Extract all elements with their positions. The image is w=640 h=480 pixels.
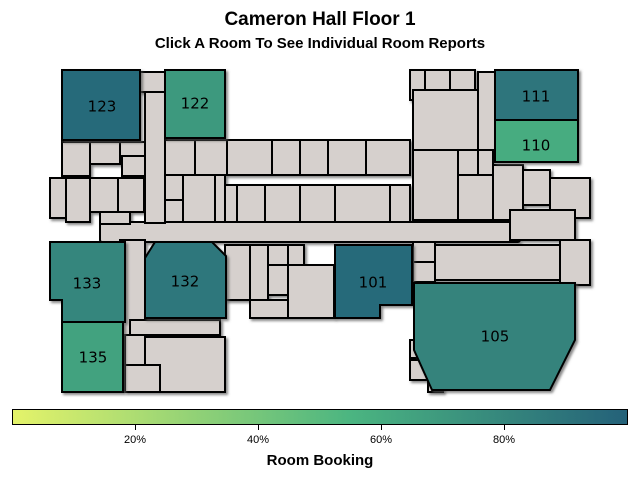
tick-mark-80	[504, 425, 505, 430]
room-122[interactable]	[164, 69, 226, 139]
room-123[interactable]	[61, 69, 141, 141]
floor-plan: 123 122 111 110 133 132 101 105 135	[49, 69, 591, 393]
tick-label-20: 20%	[123, 434, 147, 446]
tick-label-80: 80%	[492, 434, 516, 446]
room-135[interactable]	[61, 321, 124, 393]
room-101[interactable]	[334, 244, 413, 319]
tick-label-60: 60%	[369, 434, 393, 446]
room-label-101: 101	[359, 274, 388, 292]
room-label-135: 135	[79, 349, 108, 367]
tick-mark-60	[381, 425, 382, 430]
room-label-111: 111	[522, 88, 551, 106]
room-label-105: 105	[481, 328, 510, 346]
bookable-rooms	[49, 69, 579, 393]
room-105[interactable]	[413, 282, 576, 391]
tick-mark-20	[135, 425, 136, 430]
map-title: Cameron Hall Floor 1	[224, 9, 416, 30]
room-110[interactable]	[494, 119, 579, 163]
room-label-132: 132	[171, 273, 200, 291]
room-label-133: 133	[73, 275, 102, 293]
tick-label-40: 40%	[246, 434, 270, 446]
map-subtitle: Click A Room To See Individual Room Repo…	[154, 35, 486, 52]
other-spaces	[49, 69, 591, 393]
room-132[interactable]	[144, 241, 227, 319]
room-label-123: 123	[88, 98, 117, 116]
room-label-122: 122	[181, 95, 210, 113]
legend-title: Room Booking	[266, 452, 374, 469]
room-label-110: 110	[522, 137, 551, 155]
tick-mark-40	[258, 425, 259, 430]
color-scale-bar	[12, 409, 628, 425]
